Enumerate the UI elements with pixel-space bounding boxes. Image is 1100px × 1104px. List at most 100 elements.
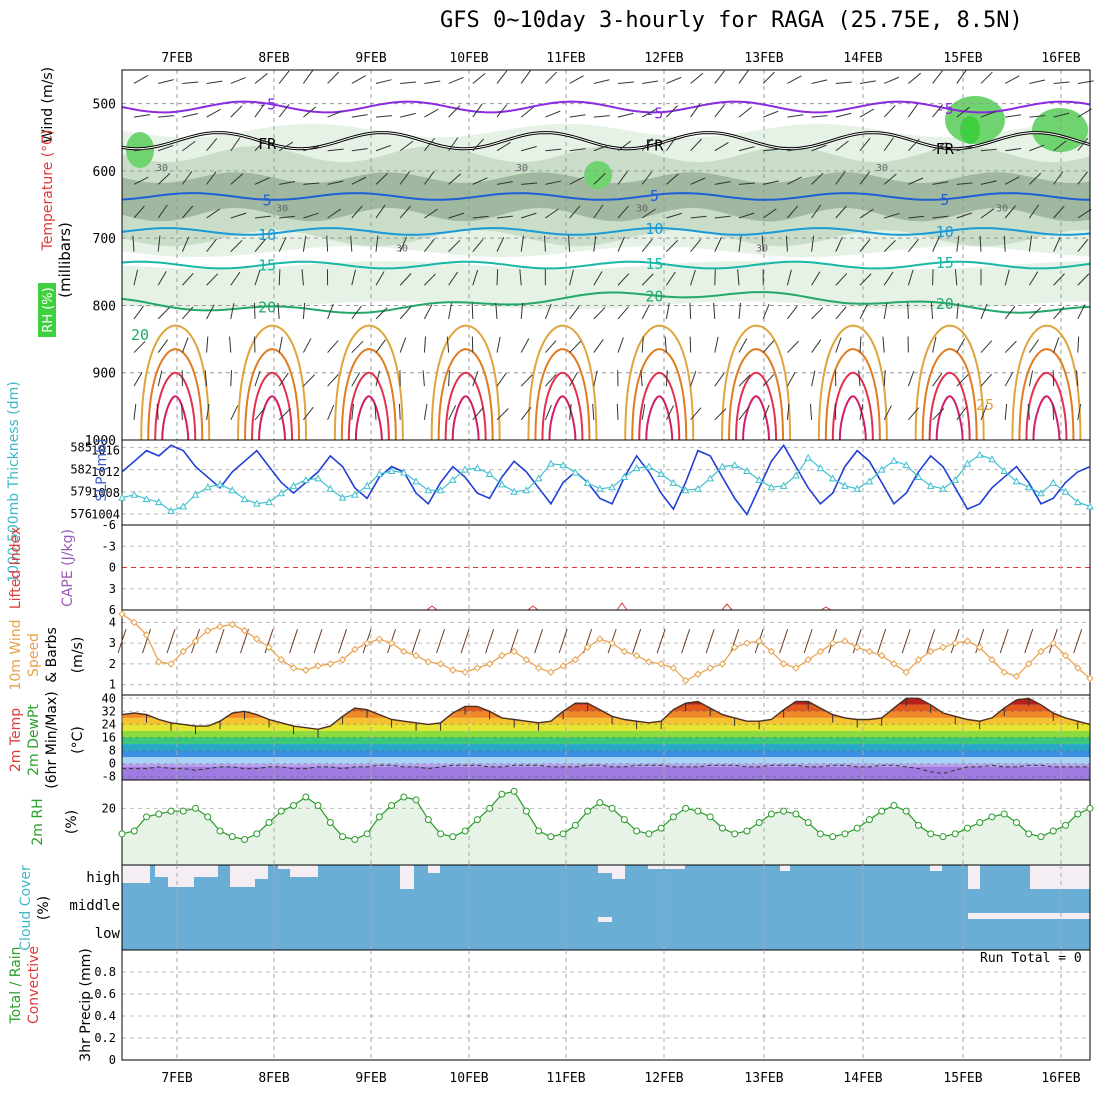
low-contour-label-20: 20: [131, 326, 149, 344]
wind10-point-44: [658, 661, 664, 667]
wind10-point-35: [548, 669, 554, 675]
wind10-point-15: [303, 667, 309, 673]
wind10-barb-74: [1025, 629, 1033, 653]
rh-contour-label-3: 30: [516, 163, 528, 174]
cloud-gap-2: [168, 865, 194, 887]
cloud-mid-gap: [968, 913, 1090, 919]
rh2m-point-57: [817, 831, 823, 837]
temp-tick-2: 8: [109, 744, 116, 758]
rh2m-point-1: [131, 828, 137, 834]
rh2m-point-8: [217, 828, 223, 834]
cloud-gap-9: [428, 865, 440, 873]
rh2m-point-65: [915, 822, 921, 828]
low-contour-label-25: 25: [976, 396, 994, 414]
wind10-barb-8: [216, 629, 224, 653]
slp-panel: [122, 440, 1090, 525]
cloud-row-label-0: high: [86, 870, 120, 886]
top-day-label-3: 10FEB: [449, 51, 488, 66]
temp-contour-label-4-0: 15: [258, 257, 276, 275]
rh-contour-label-1: 30: [276, 203, 288, 214]
wind10-barb-44: [657, 629, 665, 653]
rh2m-point-40: [609, 805, 615, 811]
li-ylabel: Lifted Index: [8, 527, 24, 609]
rh-blob-1: [584, 161, 612, 189]
thickness-point-63: [891, 458, 897, 464]
wind10-point-48: [707, 665, 713, 671]
rh2m-point-25: [425, 817, 431, 823]
rh2m-point-17: [327, 820, 333, 826]
temp-band-4: [122, 744, 1090, 751]
cloud-gap-4: [230, 865, 255, 887]
wind10-barb-56: [804, 629, 812, 653]
wind-barb-38-10: [1053, 404, 1054, 420]
wind10-barb-62: [878, 629, 886, 653]
xs-ytick-4: 900: [93, 367, 116, 382]
wind10-point-20: [364, 640, 370, 646]
wind10-barb-14: [290, 629, 298, 653]
thickness-point-13: [278, 490, 284, 496]
wind10-barb-30: [486, 629, 494, 653]
cloud-row-label-1: middle: [69, 898, 120, 914]
thickness-tick-3: 585: [70, 440, 92, 454]
rh2m-point-12: [266, 820, 272, 826]
rh2m-point-14: [291, 803, 297, 809]
li-tick-0: -6: [102, 518, 116, 532]
rh2m-point-61: [866, 817, 872, 823]
wind10-barb-16: [314, 629, 322, 653]
rh2m-point-56: [805, 820, 811, 826]
chart-title: GFS 0~10day 3-hourly for RAGA (25.75E, 8…: [440, 8, 1023, 33]
wind10-point-60: [854, 644, 860, 650]
rh-contour-label-2: 30: [396, 244, 408, 255]
rh2m-point-45: [670, 814, 676, 820]
wind10-barb-4: [167, 629, 175, 653]
wind10-barb-24: [412, 629, 420, 653]
rh2m-point-28: [462, 828, 468, 834]
rh2m-point-59: [842, 831, 848, 837]
wind10-point-24: [413, 653, 419, 659]
wind-barb-6-6: [279, 269, 280, 285]
rh2m-point-74: [1026, 831, 1032, 837]
li-tick-2: 0: [109, 561, 116, 575]
temp-band-7: [122, 724, 1090, 731]
temp-band-10: [122, 705, 1090, 712]
rh2m-point-47: [695, 808, 701, 814]
wind10-barb-34: [535, 629, 543, 653]
temp-contour-label-3-0: 10: [258, 226, 276, 244]
wind10-point-68: [952, 640, 958, 646]
wind10-barb-78: [1074, 629, 1082, 653]
wind-tick-0: 1: [109, 678, 116, 692]
wind10-point-47: [695, 671, 701, 677]
rh2m-point-49: [719, 825, 725, 831]
rh2m-point-64: [903, 808, 909, 814]
bottom-day-label-0: 7FEB: [161, 1071, 192, 1086]
bottom-day-label-2: 9FEB: [355, 1071, 386, 1086]
wind10-point-8: [217, 624, 223, 630]
rh2m-point-41: [621, 817, 627, 823]
temp-band-2: [122, 757, 1090, 764]
rh2m-point-24: [413, 797, 419, 803]
rh2m-point-26: [438, 831, 444, 837]
xs-ytick-1: 600: [93, 165, 116, 180]
cloud-gap-6: [278, 865, 290, 869]
rh2m-area: [122, 791, 1090, 865]
rh2m-point-38: [585, 808, 591, 814]
temp-contour-label-4-2: 15: [936, 254, 954, 272]
rh2m-point-69: [964, 825, 970, 831]
thickness-point-59: [842, 483, 848, 489]
wind-ylabel-1: 10m Wind: [8, 619, 24, 690]
rh2m-point-39: [597, 800, 603, 806]
wind10-point-0: [119, 611, 125, 617]
cloud-gap-1: [155, 865, 168, 877]
precip-tick-2: 0.4: [94, 1009, 116, 1023]
thickness-point-44: [658, 471, 664, 477]
li-spike-0: [427, 606, 437, 610]
rh2m-point-7: [205, 814, 211, 820]
slp-ylabel-slp: SLP (mb): [94, 438, 110, 501]
wind10-barb-72: [1000, 629, 1008, 653]
rh2m-point-33: [523, 808, 529, 814]
rh2m-point-48: [707, 814, 713, 820]
rh2m-point-76: [1050, 828, 1056, 834]
rh2m-point-73: [1013, 820, 1019, 826]
wind10-point-26: [438, 661, 444, 667]
thickness-point-76: [1050, 480, 1056, 486]
